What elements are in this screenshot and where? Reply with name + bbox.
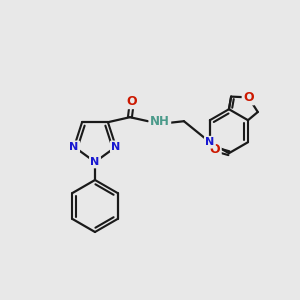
Text: O: O — [210, 143, 220, 156]
Text: N: N — [205, 137, 214, 147]
Text: N: N — [111, 142, 121, 152]
Text: NH: NH — [150, 115, 170, 128]
Text: O: O — [243, 91, 254, 104]
Text: O: O — [127, 95, 137, 108]
Text: N: N — [90, 157, 100, 167]
Text: N: N — [70, 142, 79, 152]
